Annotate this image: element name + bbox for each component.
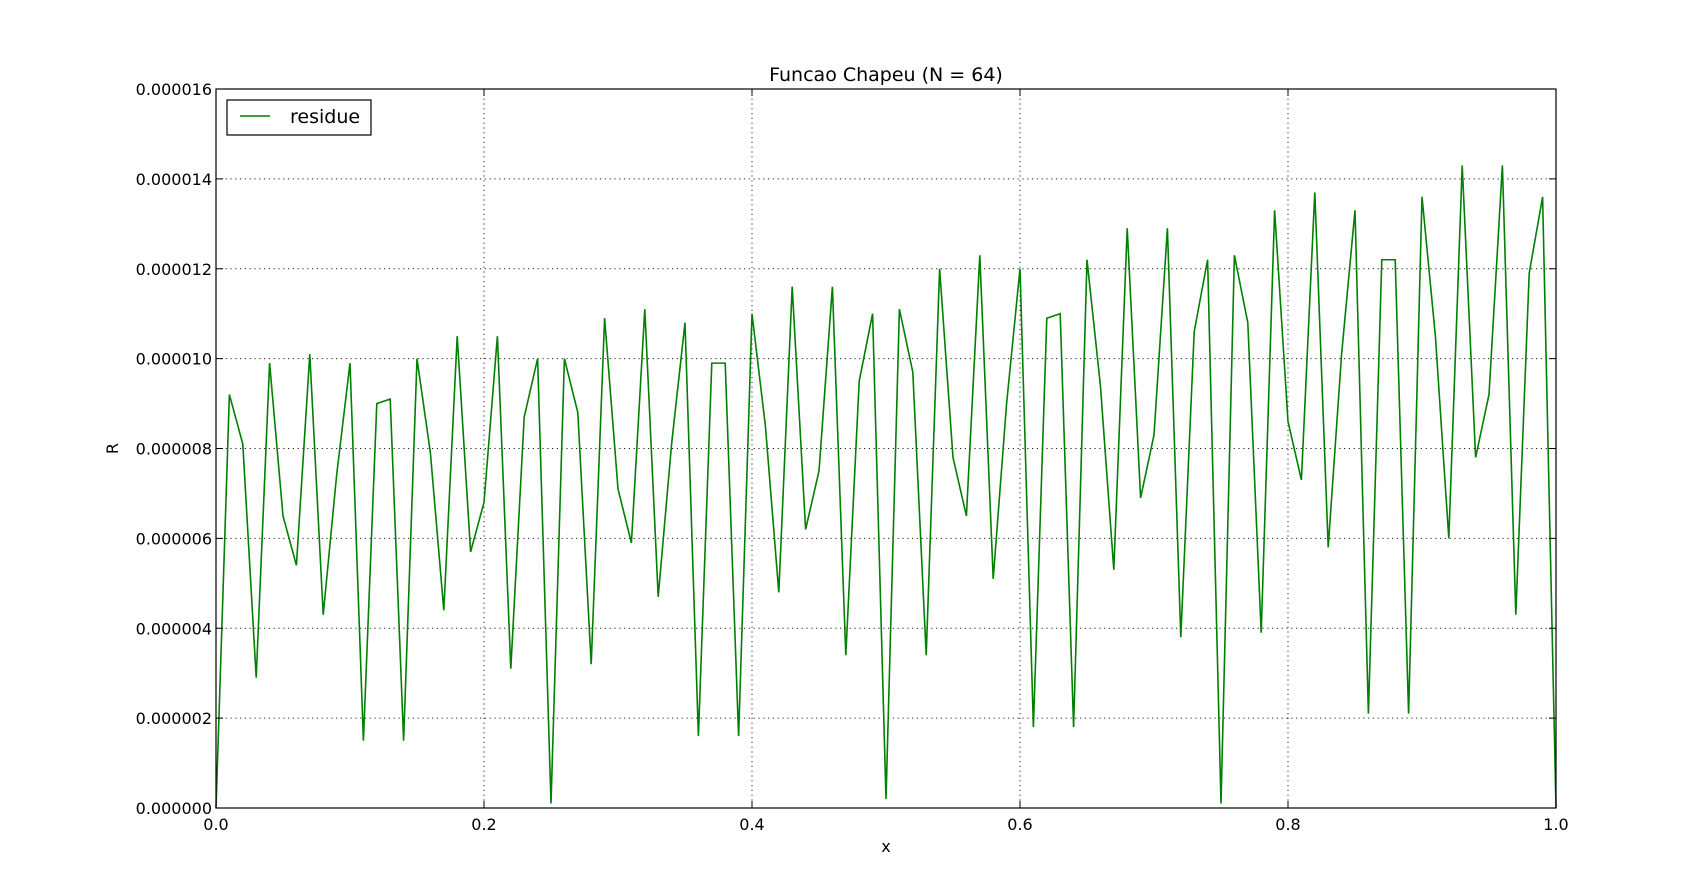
series-line-residue: [215, 165, 1557, 809]
y-tick-label: 0.000008: [136, 440, 212, 459]
x-tick-label: 0.8: [1275, 815, 1300, 834]
series-layer: [215, 165, 1557, 809]
legend-label-residue: residue: [290, 106, 360, 128]
y-tick-label: 0.000002: [136, 709, 212, 728]
plot-frame: [215, 88, 1557, 809]
legend: residue: [226, 99, 372, 136]
y-tick-label: 0.000014: [136, 170, 212, 189]
axis-ticks: [215, 88, 1557, 809]
x-tick-label: 1.0: [1543, 815, 1568, 834]
y-tick-label: 0.000010: [136, 350, 212, 369]
x-tick-label: 0.0: [203, 815, 228, 834]
y-tick-label: 0.000004: [136, 619, 212, 638]
y-tick-label: 0.000012: [136, 260, 212, 279]
legend-box: [226, 99, 372, 136]
chart-title: Funcao Chapeu (N = 64): [769, 64, 1003, 86]
y-tick-label: 0.000016: [136, 80, 212, 99]
x-tick-label: 0.2: [471, 815, 496, 834]
y-axis-label: R: [103, 443, 122, 454]
x-tick-label: 0.6: [1007, 815, 1032, 834]
x-axis-label: x: [881, 837, 890, 856]
x-tick-labels: 0.0 0.2 0.4 0.6 0.8 1.0: [203, 815, 1568, 834]
y-tick-label: 0.000006: [136, 529, 212, 548]
y-tick-label: 0.000000: [136, 799, 212, 818]
y-tick-labels: 0.000000 0.000002 0.000004 0.000006 0.000008…: [136, 80, 212, 818]
grid: [216, 89, 1556, 808]
x-tick-label: 0.4: [739, 815, 764, 834]
